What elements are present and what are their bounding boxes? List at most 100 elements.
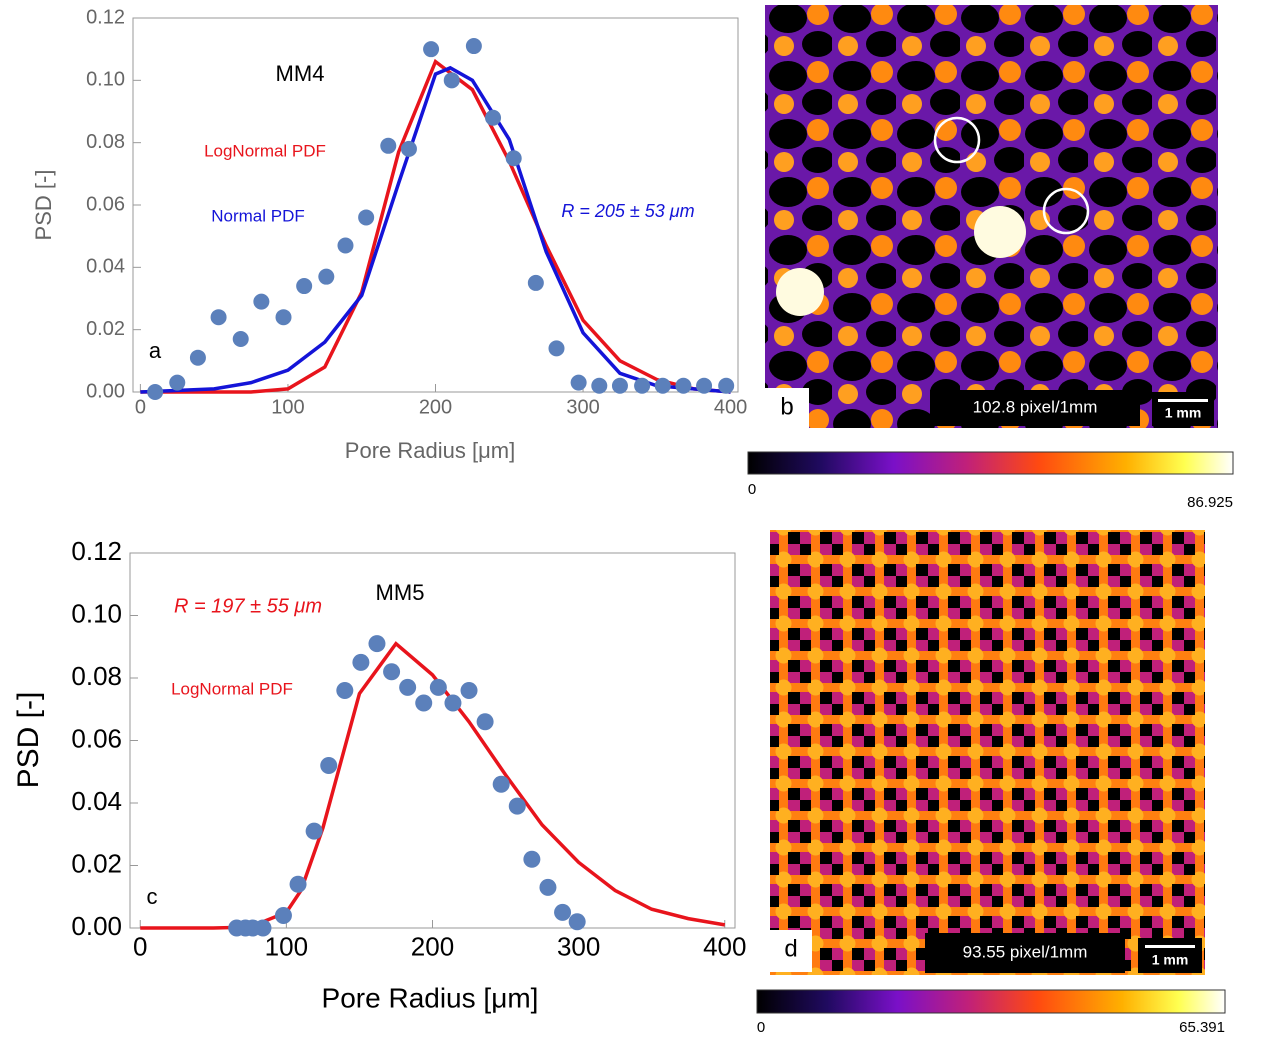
series-label: Normal PDF	[211, 206, 305, 225]
colorbar-max: 86.925	[1187, 494, 1233, 511]
data-point	[318, 268, 335, 285]
colorbar-max: 65.391	[1179, 1019, 1225, 1036]
y-tick-label: 0.02	[86, 318, 125, 340]
data-point	[476, 713, 494, 731]
data-point	[548, 340, 565, 357]
x-tick-label: 300	[566, 396, 599, 418]
y-tick-label: 0.04	[86, 256, 125, 278]
data-point	[429, 678, 447, 696]
data-point	[254, 919, 272, 937]
y-axis-label: PSD [-]	[31, 170, 56, 241]
data-point	[399, 678, 417, 696]
y-tick-label: 0.12	[71, 536, 122, 566]
data-point	[591, 377, 608, 394]
data-point	[634, 377, 651, 394]
scalebar-box	[1152, 392, 1214, 426]
data-point	[570, 374, 587, 391]
scale-text: 93.55 pixel/1mm	[963, 942, 1088, 961]
colorbar-min: 0	[757, 1019, 765, 1036]
fit-curve	[140, 58, 731, 394]
y-tick-label: 0.06	[71, 723, 122, 753]
x-tick-label: 400	[703, 932, 746, 962]
data-point	[169, 374, 186, 391]
x-tick-label: 100	[271, 396, 304, 418]
micrograph	[770, 530, 1205, 975]
data-point	[460, 682, 478, 699]
data-point	[568, 913, 586, 931]
data-point	[539, 878, 557, 896]
scalebar-label: 1 mm	[1165, 405, 1202, 421]
data-point	[380, 137, 397, 154]
panel-label: b	[780, 393, 793, 420]
data-point	[696, 377, 713, 394]
data-point	[352, 653, 370, 671]
scalebar-box	[1138, 938, 1202, 973]
x-tick-label: 300	[557, 932, 600, 962]
annotation: R = 197 ± 55 μm	[174, 595, 322, 617]
y-tick-label: 0.02	[71, 848, 122, 878]
data-point	[337, 237, 354, 254]
annotation: a	[149, 338, 162, 363]
data-point	[296, 278, 313, 295]
x-axis-label: Pore Radius [μm]	[322, 982, 539, 1013]
data-point	[508, 797, 526, 815]
data-point	[485, 109, 502, 126]
data-point	[147, 384, 164, 400]
data-point	[444, 694, 462, 712]
chart-title: MM4	[276, 61, 325, 86]
fit-curve	[140, 65, 731, 394]
x-tick-label: 400	[714, 396, 747, 418]
fit-curve	[140, 641, 726, 930]
x-tick-label: 0	[135, 396, 146, 418]
label-box	[765, 388, 809, 428]
bright-pore	[974, 206, 1026, 258]
image-b: b 102.8 pixel/1mm 1 mm 0 86.925	[747, 5, 1234, 511]
y-tick-label: 0.12	[86, 6, 125, 28]
data-point	[611, 377, 628, 394]
image-d: d 93.55 pixel/1mm 1 mm 0 65.391	[756, 530, 1226, 1036]
x-tick-label: 0	[133, 932, 147, 962]
data-point	[443, 72, 460, 89]
data-point	[320, 757, 338, 774]
colorbar	[747, 451, 1234, 475]
x-tick-label: 200	[411, 932, 454, 962]
scalebar	[1158, 399, 1208, 402]
scalebar-label: 1 mm	[1152, 952, 1189, 968]
panel-label: d	[784, 935, 797, 962]
data-point	[274, 907, 292, 924]
chart-title: MM5	[376, 580, 425, 605]
series-label: LogNormal PDF	[204, 141, 326, 160]
x-tick-label: 100	[265, 932, 308, 962]
annotation: R = 205 ± 53 μm	[561, 201, 694, 221]
y-tick-label: 0.08	[71, 661, 122, 691]
colorbar	[756, 989, 1226, 1014]
data-point	[232, 331, 249, 348]
y-tick-label: 0.00	[71, 911, 122, 941]
scale-box	[925, 933, 1125, 973]
data-point	[253, 293, 270, 310]
data-point	[210, 309, 227, 326]
colorbar-min: 0	[748, 481, 756, 498]
data-point	[554, 903, 572, 921]
data-point	[368, 635, 386, 653]
y-tick-label: 0.06	[86, 193, 125, 215]
data-point	[275, 309, 292, 326]
y-tick-label: 0.04	[71, 786, 122, 816]
data-point	[305, 822, 323, 840]
data-point	[358, 209, 375, 226]
highlight-circle	[1042, 187, 1090, 235]
data-point	[523, 850, 541, 868]
y-tick-label: 0.00	[86, 380, 125, 402]
data-point	[654, 377, 671, 394]
data-point	[492, 775, 510, 793]
data-point	[189, 349, 206, 366]
x-axis-label: Pore Radius [μm]	[345, 438, 515, 463]
y-tick-label: 0.08	[86, 131, 125, 153]
chart: 0.00 0.02 0.04 0.06 0.08 0.10 0.12 0 100 200 300 40…	[31, 6, 747, 463]
x-tick-label: 200	[419, 396, 452, 418]
data-point	[400, 140, 417, 157]
chart: 0.00 0.02 0.04 0.06 0.08 0.10 0.12 0 100 200 300 40…	[12, 536, 747, 1014]
label-box	[770, 930, 812, 972]
